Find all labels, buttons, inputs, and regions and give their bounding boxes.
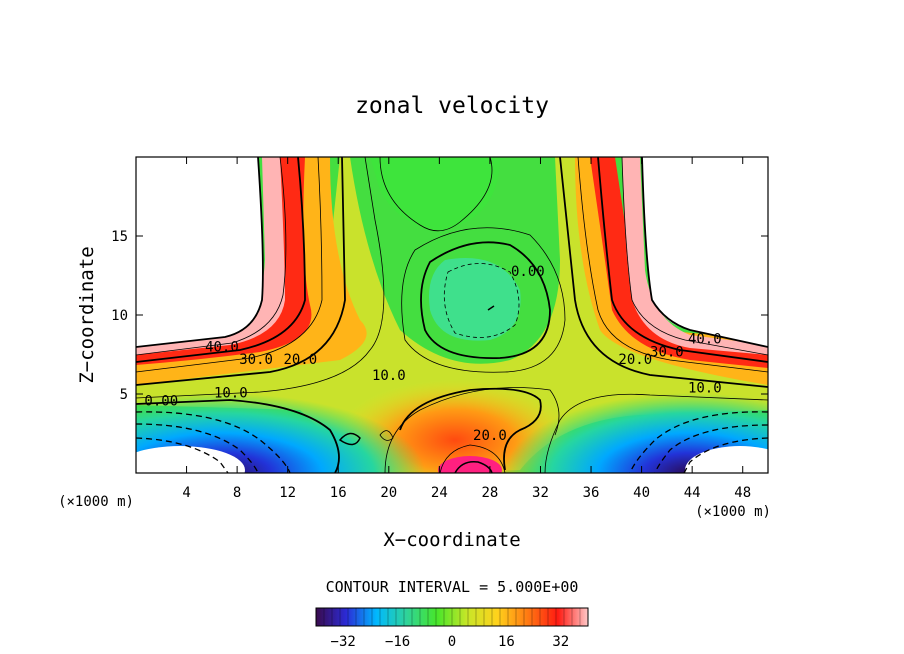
contour-line [559, 157, 768, 388]
field-pink-plume-left [136, 157, 285, 355]
contour-line [136, 157, 385, 399]
contour-label: 10.0 [688, 381, 722, 397]
field-yellow-band [136, 157, 768, 473]
x-tick-label: 20 [380, 485, 397, 501]
x-tick-label: 24 [431, 485, 448, 501]
contour-line [401, 227, 566, 373]
x-unit-label-left: (×1000 m) [58, 494, 134, 510]
colorbar-tick-label: −32 [331, 634, 356, 650]
x-unit-label-right: (×1000 m) [695, 504, 771, 520]
field-bottom-red-spot [438, 456, 502, 473]
colorbar-ticks: −32 −16 0 16 32 [331, 634, 570, 650]
contour-label: 30.0 [239, 352, 273, 368]
y-tick-label: 10 [111, 308, 128, 324]
contour-line [136, 411, 291, 473]
field-top-green-cell [370, 157, 500, 232]
colorbar-tick-label: −16 [385, 634, 410, 650]
x-tick-label: 48 [734, 485, 751, 501]
contour-line [136, 157, 287, 356]
contour-label: 0.00 [511, 264, 545, 280]
colorbar-tick-label: 16 [498, 634, 515, 650]
contour-label: 10.0 [214, 385, 248, 401]
contour-labels: 40.030.0 20.010.00.0010.00.0020.040.030.0… [144, 264, 721, 444]
x-tick-label: 36 [583, 485, 600, 501]
field-white-left [136, 157, 263, 347]
field-white-bottom-right [685, 446, 768, 473]
contour-line [399, 387, 542, 471]
contour-label: 10.0 [372, 368, 406, 384]
contour-line [443, 263, 520, 338]
field-pink-plume-right [622, 157, 768, 355]
field-red-plume-right [590, 157, 768, 368]
contour-interval-text: CONTOUR INTERVAL = 5.000E+00 [326, 578, 579, 596]
colorbar: −32 −16 0 16 32 [315, 607, 589, 650]
contour-line [621, 157, 768, 356]
contour-line [641, 157, 768, 348]
y-axis-ticks: 5 10 15 [111, 229, 768, 403]
x-tick-label: 16 [330, 485, 347, 501]
colorbar-fill [316, 608, 588, 626]
contour-line [136, 423, 259, 473]
contour-line [379, 157, 493, 232]
contour-label: 20.0 [618, 352, 652, 368]
x-tick-label: 4 [182, 485, 190, 501]
contour-lines [136, 157, 768, 473]
contour-line [654, 424, 768, 473]
contour-line [544, 393, 768, 473]
y-tick-label: 5 [120, 387, 128, 403]
contour-line [597, 157, 768, 363]
x-tick-label: 40 [633, 485, 650, 501]
y-axis-label: Z−coordinate [76, 246, 98, 383]
contour-label: 40.0 [205, 340, 239, 356]
contour-line [136, 399, 340, 473]
x-axis-ticks: 4 8 12 16 20 24 28 32 36 40 44 48 [182, 157, 751, 501]
contour-label: 40.0 [688, 332, 722, 348]
contour-label: 30.0 [650, 344, 684, 360]
colorbar-tick-label: 0 [448, 634, 456, 650]
contour-line [629, 411, 768, 473]
field-orange-band-right [575, 157, 768, 385]
field-center-light-cell [429, 258, 521, 341]
contour-line [136, 437, 229, 473]
contour-line [420, 241, 551, 359]
contour-line [136, 157, 346, 386]
contour-line [136, 157, 264, 348]
contour-line [136, 157, 323, 373]
chart-title: zonal velocity [355, 93, 549, 119]
contour-line [379, 430, 394, 441]
contour-line [683, 437, 768, 473]
x-tick-label: 8 [233, 485, 241, 501]
contour-line [487, 305, 495, 311]
contour-label: 20.0 [283, 352, 317, 368]
plot-area: 40.030.0 20.010.00.0010.00.0020.040.030.0… [136, 157, 768, 473]
contour-line [439, 444, 506, 473]
contour-line [338, 432, 361, 446]
x-tick-label: 32 [532, 485, 549, 501]
colorbar-stripes [323, 608, 581, 626]
x-tick-label: 28 [481, 485, 498, 501]
field-white-bottom-left [136, 446, 245, 473]
x-tick-label: 12 [279, 485, 296, 501]
contour-line [577, 157, 768, 373]
y-tick-label: 15 [111, 229, 128, 245]
x-axis-label: X−coordinate [383, 529, 520, 551]
field-orange-band [136, 157, 367, 385]
field-white-right [642, 157, 768, 347]
colorbar-frame [315, 607, 589, 627]
contour-label: 0.00 [144, 393, 178, 409]
colorbar-tick-label: 32 [552, 634, 569, 650]
contour-line [384, 387, 560, 473]
x-tick-label: 44 [684, 485, 701, 501]
contour-label: 20.0 [473, 428, 507, 444]
contour-line [136, 157, 306, 363]
